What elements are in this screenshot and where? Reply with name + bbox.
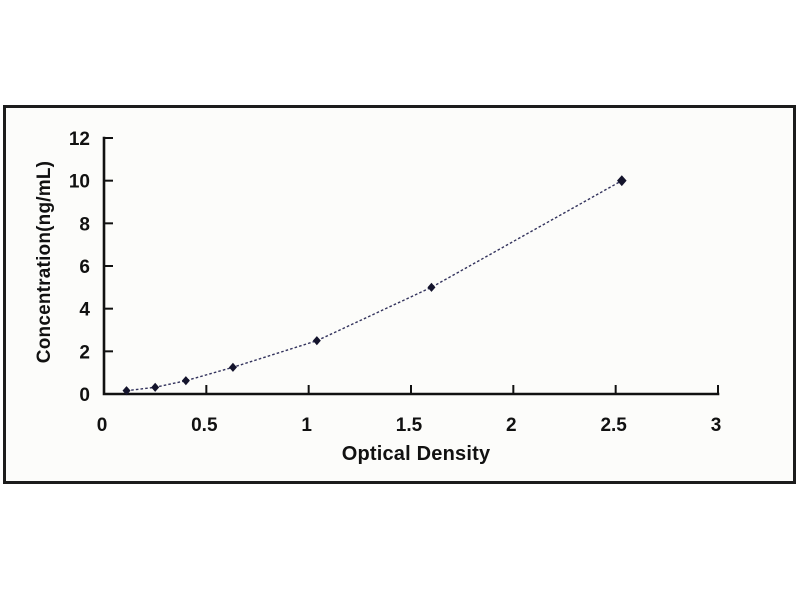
y-tick-label: 0 [79,385,90,406]
data-point-marker [122,386,131,396]
x-tick-label: 3 [711,415,722,436]
data-point-marker [151,382,160,392]
x-axis-title: Optical Density [341,443,491,465]
x-tick-label: 2 [506,415,517,436]
y-tick-label: 10 [69,172,90,193]
axes-lines [102,136,720,396]
y-tick-label: 2 [79,342,90,363]
x-tick-label: 0.5 [191,415,218,436]
data-point-marker [181,376,190,386]
data-point-marker [312,336,321,346]
y-tick-label: 6 [79,257,90,278]
y-axis-title: Concentration(ng/mL) [34,160,55,364]
data-point-marker [427,282,436,292]
x-tick-label: 1.5 [396,415,423,436]
x-tick-label: 2.5 [600,415,627,436]
x-tick-label: 1 [301,415,312,436]
y-tick-label: 8 [79,214,90,235]
plot-panel-frame [3,105,796,484]
data-point-marker [617,175,627,187]
data-point-marker [228,362,237,372]
standard-curve-line [126,180,623,392]
y-tick-label: 12 [69,129,90,150]
x-tick-label: 0 [97,415,108,436]
y-tick-label: 4 [79,300,90,321]
